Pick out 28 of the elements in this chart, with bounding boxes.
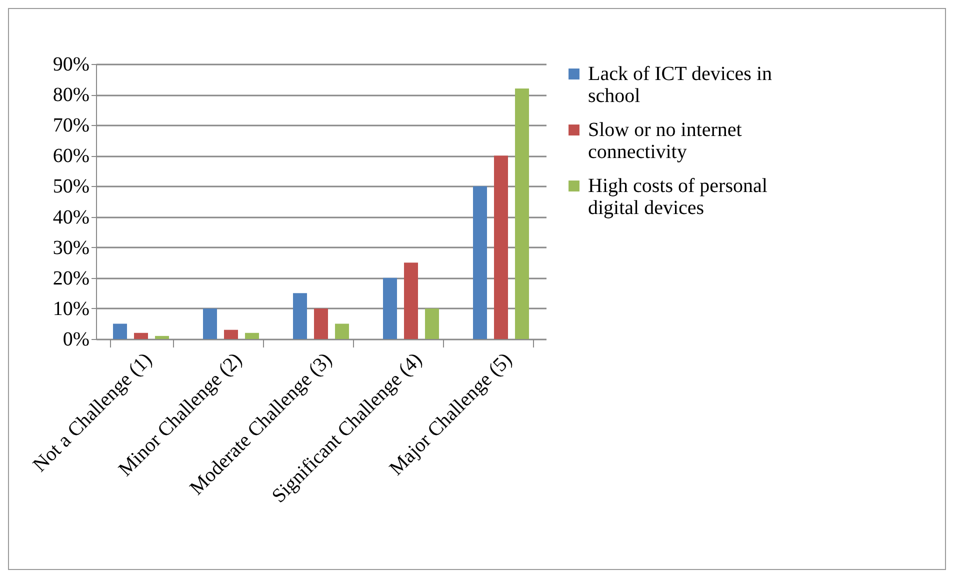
y-tick-label: 50%: [52, 176, 90, 198]
y-tick-label: 70%: [52, 114, 90, 137]
y-tick-label: 90%: [52, 54, 90, 76]
legend-label: High costs of personal digital devices: [588, 175, 768, 219]
bar: [404, 262, 418, 339]
bar: [425, 308, 439, 339]
y-tick-label: 0%: [62, 328, 90, 350]
bar: [134, 332, 148, 339]
bar: [494, 156, 508, 339]
bar: [245, 332, 259, 339]
y-tick-label: 10%: [52, 298, 90, 320]
legend-label: Slow or no internet connectivity: [588, 119, 742, 163]
bar: [383, 278, 397, 339]
bar: [113, 324, 127, 339]
bar: [314, 308, 328, 339]
bar: [473, 186, 487, 339]
bar: [224, 330, 238, 339]
y-tick-label: 40%: [52, 206, 90, 228]
bar: [155, 336, 169, 339]
y-tick-label: 20%: [52, 267, 90, 290]
y-tick-label: 60%: [52, 145, 90, 168]
legend-label: Lack of ICT devices in school: [588, 63, 772, 107]
bar: [293, 293, 307, 339]
y-tick-label: 80%: [52, 84, 90, 106]
bar: [515, 88, 529, 339]
y-tick-label: 30%: [52, 236, 90, 259]
bar: [203, 308, 217, 339]
bar: [335, 324, 349, 339]
